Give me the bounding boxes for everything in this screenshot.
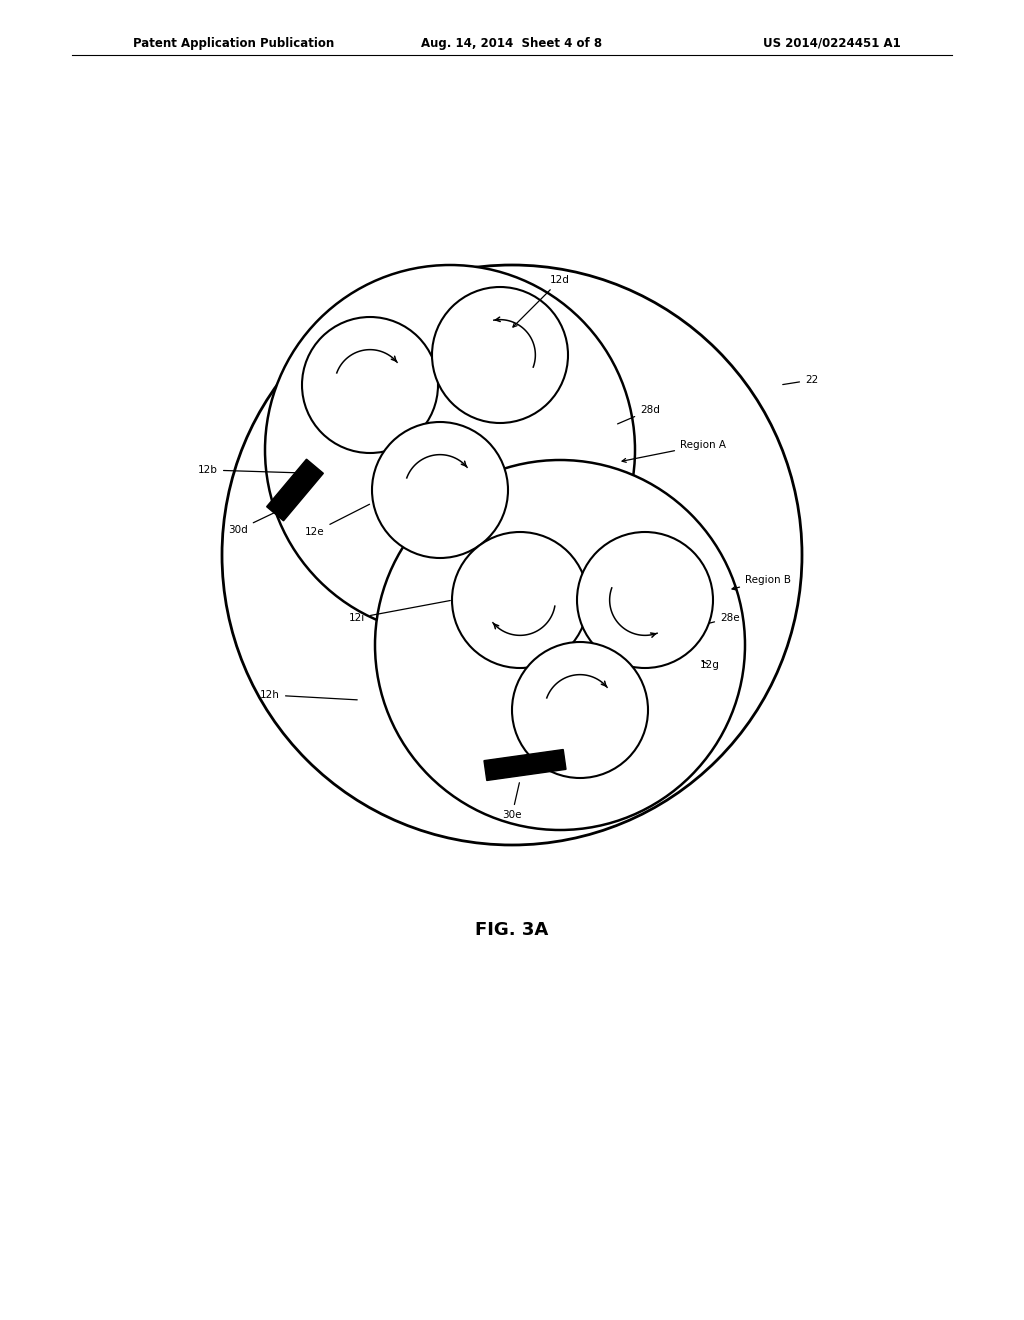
Text: Patent Application Publication: Patent Application Publication — [133, 37, 335, 50]
Circle shape — [577, 532, 713, 668]
Bar — [484, 750, 566, 780]
Text: 12h: 12h — [260, 690, 357, 700]
Text: Aug. 14, 2014  Sheet 4 of 8: Aug. 14, 2014 Sheet 4 of 8 — [422, 37, 602, 50]
Text: 12d: 12d — [513, 275, 570, 327]
Text: 12g: 12g — [700, 660, 720, 671]
Circle shape — [375, 459, 745, 830]
Circle shape — [372, 422, 508, 558]
Text: 12e: 12e — [305, 504, 370, 537]
Text: 12b: 12b — [198, 465, 301, 475]
Text: Region B: Region B — [732, 576, 791, 590]
Text: 28d: 28d — [617, 405, 659, 424]
Text: 30e: 30e — [502, 783, 522, 820]
Text: 12i: 12i — [349, 601, 451, 623]
Circle shape — [302, 317, 438, 453]
Text: 30d: 30d — [228, 511, 278, 535]
Circle shape — [265, 265, 635, 635]
Circle shape — [512, 642, 648, 777]
Circle shape — [452, 532, 588, 668]
Circle shape — [432, 286, 568, 422]
Text: 22: 22 — [782, 375, 818, 385]
Bar — [266, 459, 324, 521]
Text: FIG. 3A: FIG. 3A — [475, 921, 549, 939]
Circle shape — [222, 265, 802, 845]
Text: 28e: 28e — [709, 612, 739, 623]
Text: Region A: Region A — [623, 440, 726, 462]
Text: US 2014/0224451 A1: US 2014/0224451 A1 — [763, 37, 901, 50]
